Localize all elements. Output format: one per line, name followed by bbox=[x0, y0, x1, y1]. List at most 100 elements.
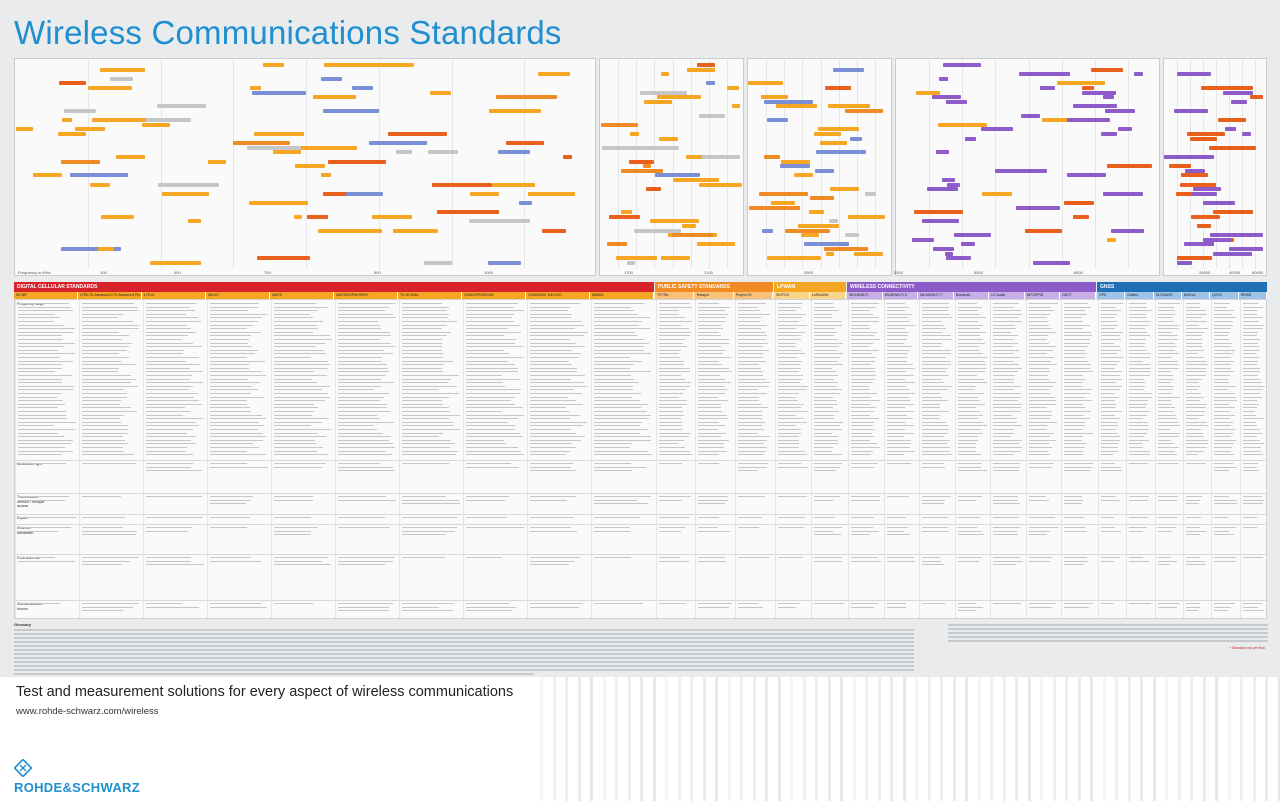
text-line-placeholder bbox=[814, 317, 832, 319]
text-line-placeholder bbox=[18, 328, 75, 330]
frequency-band-bar bbox=[1113, 109, 1122, 113]
text-line-placeholder bbox=[210, 396, 264, 398]
text-line-placeholder bbox=[814, 331, 837, 333]
frequency-band-bar bbox=[263, 63, 284, 67]
text-line-placeholder bbox=[594, 499, 637, 501]
text-line-placeholder bbox=[210, 463, 247, 464]
text-line-placeholder bbox=[18, 375, 72, 376]
text-line-placeholder bbox=[18, 560, 75, 562]
text-line-placeholder bbox=[594, 447, 630, 448]
text-line-placeholder bbox=[1129, 364, 1150, 366]
text-line-placeholder bbox=[1242, 396, 1262, 398]
text-line-placeholder bbox=[274, 534, 311, 536]
disclaimer-text-line bbox=[948, 636, 1268, 638]
text-line-placeholder bbox=[737, 306, 758, 308]
text-line-placeholder bbox=[957, 367, 987, 369]
text-line-placeholder bbox=[1214, 606, 1231, 608]
text-line-placeholder bbox=[886, 331, 909, 333]
text-line-placeholder bbox=[274, 346, 316, 348]
text-line-placeholder bbox=[1157, 389, 1173, 391]
text-line-placeholder bbox=[210, 324, 253, 326]
text-line-placeholder bbox=[659, 360, 685, 362]
text-line-placeholder bbox=[1186, 328, 1209, 330]
text-line-placeholder bbox=[402, 357, 443, 358]
text-line-placeholder bbox=[1028, 360, 1052, 362]
text-line-placeholder bbox=[698, 393, 725, 394]
text-line-placeholder bbox=[922, 321, 942, 322]
text-line-placeholder bbox=[851, 606, 874, 608]
text-line-placeholder bbox=[814, 447, 833, 448]
text-line-placeholder bbox=[922, 560, 941, 562]
frequency-band-bar bbox=[1192, 191, 1217, 196]
text-line-placeholder bbox=[1064, 470, 1090, 472]
table-column-divider bbox=[735, 300, 736, 618]
text-line-placeholder bbox=[1129, 530, 1143, 532]
frequency-band-bar bbox=[848, 214, 885, 219]
frequency-band-bar bbox=[621, 168, 663, 173]
grid-line bbox=[857, 59, 858, 269]
table-cell bbox=[1099, 462, 1125, 492]
text-line-placeholder bbox=[922, 303, 949, 304]
text-line-placeholder bbox=[1064, 560, 1088, 562]
text-line-placeholder bbox=[886, 360, 908, 362]
text-line-placeholder bbox=[1186, 339, 1204, 340]
text-line-placeholder bbox=[1064, 303, 1088, 304]
text-line-placeholder bbox=[737, 324, 767, 326]
text-line-placeholder bbox=[1186, 310, 1207, 312]
text-line-placeholder bbox=[659, 349, 682, 351]
text-line-placeholder bbox=[210, 429, 258, 430]
frequency-band-bar bbox=[59, 81, 86, 86]
text-line-placeholder bbox=[851, 349, 879, 351]
text-line-placeholder bbox=[274, 371, 314, 373]
text-line-placeholder bbox=[851, 364, 871, 366]
table-row-divider bbox=[15, 493, 1268, 494]
text-line-placeholder bbox=[466, 429, 515, 430]
text-line-placeholder bbox=[1101, 470, 1123, 472]
text-line-placeholder bbox=[338, 371, 389, 373]
frequency-band-bar bbox=[150, 260, 201, 265]
text-line-placeholder bbox=[778, 517, 805, 518]
text-line-placeholder bbox=[402, 454, 456, 456]
text-line-placeholder bbox=[1214, 557, 1236, 558]
text-line-placeholder bbox=[338, 367, 388, 369]
frequency-band-bar bbox=[1091, 67, 1123, 72]
decorative-stripe bbox=[640, 677, 643, 801]
text-line-placeholder bbox=[698, 324, 721, 326]
decorative-stripe bbox=[1140, 677, 1143, 801]
text-line-placeholder bbox=[1157, 357, 1172, 358]
text-line-placeholder bbox=[82, 393, 127, 394]
frequency-band-bar bbox=[601, 122, 638, 127]
text-line-placeholder bbox=[1157, 436, 1179, 438]
text-line-placeholder bbox=[957, 321, 979, 322]
text-line-placeholder bbox=[146, 339, 182, 340]
text-line-placeholder bbox=[1214, 310, 1234, 312]
text-line-placeholder bbox=[594, 367, 630, 369]
text-line-placeholder bbox=[922, 349, 951, 351]
text-line-placeholder bbox=[922, 421, 946, 423]
frequency-band-bar bbox=[430, 90, 451, 95]
text-line-placeholder bbox=[1186, 432, 1204, 434]
text-line-placeholder bbox=[338, 560, 393, 562]
text-line-placeholder bbox=[886, 429, 906, 430]
footer-url[interactable]: www.rohde-schwarz.com/wireless bbox=[16, 706, 159, 717]
frequency-band-bar bbox=[697, 242, 735, 247]
decorative-stripe bbox=[615, 677, 618, 801]
frequency-band-bar bbox=[828, 104, 870, 109]
text-line-placeholder bbox=[402, 606, 439, 608]
text-line-placeholder bbox=[886, 603, 907, 604]
text-line-placeholder bbox=[1101, 400, 1116, 402]
table-cell bbox=[1156, 495, 1182, 513]
text-line-placeholder bbox=[698, 375, 720, 376]
text-line-placeholder bbox=[737, 470, 758, 472]
text-line-placeholder bbox=[922, 603, 945, 604]
text-line-placeholder bbox=[1186, 407, 1207, 409]
table-cell bbox=[849, 302, 883, 459]
frequency-band-bar bbox=[1064, 201, 1094, 205]
decorative-stripe bbox=[1002, 677, 1006, 801]
text-line-placeholder bbox=[698, 310, 725, 312]
text-line-placeholder bbox=[402, 517, 457, 518]
text-line-placeholder bbox=[1028, 496, 1047, 497]
text-line-placeholder bbox=[82, 364, 136, 366]
text-line-placeholder bbox=[1157, 382, 1171, 384]
text-line-placeholder bbox=[737, 432, 758, 434]
